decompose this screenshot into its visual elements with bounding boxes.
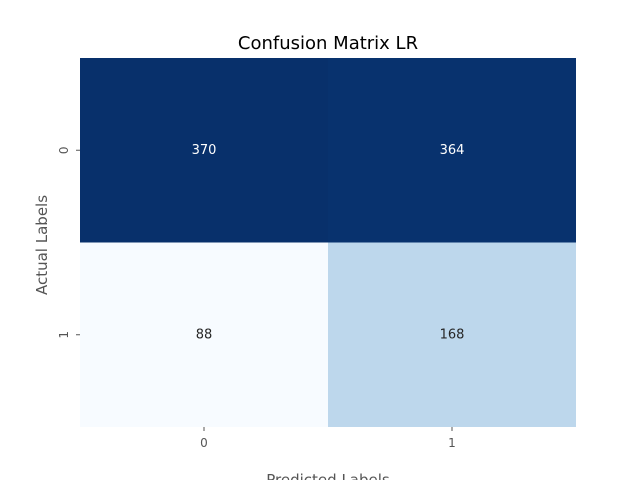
heatmap-cell-0-1 (328, 58, 576, 243)
chart-title: Confusion Matrix LR (238, 33, 418, 54)
heatmap-cell-1-0 (80, 242, 328, 427)
heatmap-cell-labels: 370 364 88 168 (192, 143, 465, 343)
x-tick-label-1: 1 (448, 436, 456, 450)
x-tick-label-0: 0 (200, 436, 208, 450)
cell-value-1-0: 88 (196, 327, 213, 342)
y-axis-label: Actual Labels (33, 195, 51, 295)
heatmap-cell-1-1 (328, 242, 576, 427)
heatmap-cells (80, 58, 576, 427)
cell-value-0-1: 364 (440, 143, 465, 158)
y-tick-label-0: 0 (57, 146, 71, 154)
y-tick-label-1: 1 (57, 331, 71, 339)
x-axis-label: Predicted Labels (266, 471, 390, 480)
heatmap-cell-0-0 (80, 58, 328, 243)
cell-value-1-1: 168 (440, 327, 465, 342)
cell-value-0-0: 370 (192, 143, 217, 158)
y-axis-ticks: 01 (57, 146, 80, 339)
